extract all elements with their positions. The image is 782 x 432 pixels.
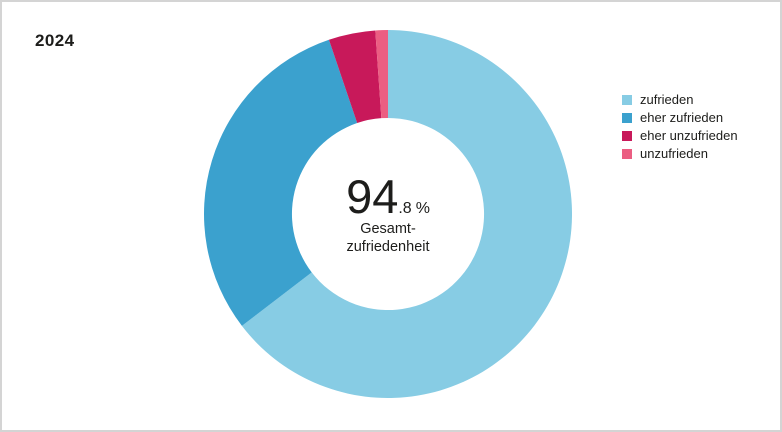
year-label: 2024	[35, 31, 75, 50]
donut-segment-unzufrieden	[375, 30, 388, 119]
legend-item-eher-unzufrieden: eher unzufrieden	[622, 129, 738, 142]
donut-center-label: 94 .8 % Gesamt- zufriedenheit	[346, 170, 430, 257]
legend-item-unzufrieden: unzufrieden	[622, 147, 738, 160]
legend-label: eher unzufrieden	[640, 128, 738, 143]
legend-swatch-icon	[622, 148, 632, 159]
center-value-major: 94	[346, 170, 399, 224]
legend-swatch-icon	[622, 94, 632, 105]
donut-segment-eher-zufrieden	[204, 39, 358, 326]
legend-item-zufrieden: zufrieden	[622, 93, 738, 106]
legend-swatch-icon	[622, 130, 632, 141]
legend-swatch-icon	[622, 112, 632, 123]
legend-label: zufrieden	[640, 92, 694, 107]
legend-label: eher zufrieden	[640, 110, 724, 125]
legend-label: unzufrieden	[640, 146, 708, 161]
donut-svg	[204, 30, 572, 398]
legend-item-eher-zufrieden: eher zufrieden	[622, 111, 738, 124]
center-label-line2: zufriedenheit	[346, 239, 430, 255]
center-value-minor: .8	[398, 200, 412, 218]
center-label-line1: Gesamt-	[360, 221, 416, 238]
center-value-line: 94 .8 %	[346, 170, 430, 224]
center-value-unit: %	[415, 200, 430, 218]
donut-segment-eher-unzufrieden	[328, 30, 382, 124]
legend: zufrieden eher zufrieden eher unzufrieden u…	[622, 93, 738, 165]
donut-chart: 94 .8 % Gesamt- zufriedenheit	[204, 30, 572, 398]
donut-segment-zufrieden	[241, 30, 572, 398]
